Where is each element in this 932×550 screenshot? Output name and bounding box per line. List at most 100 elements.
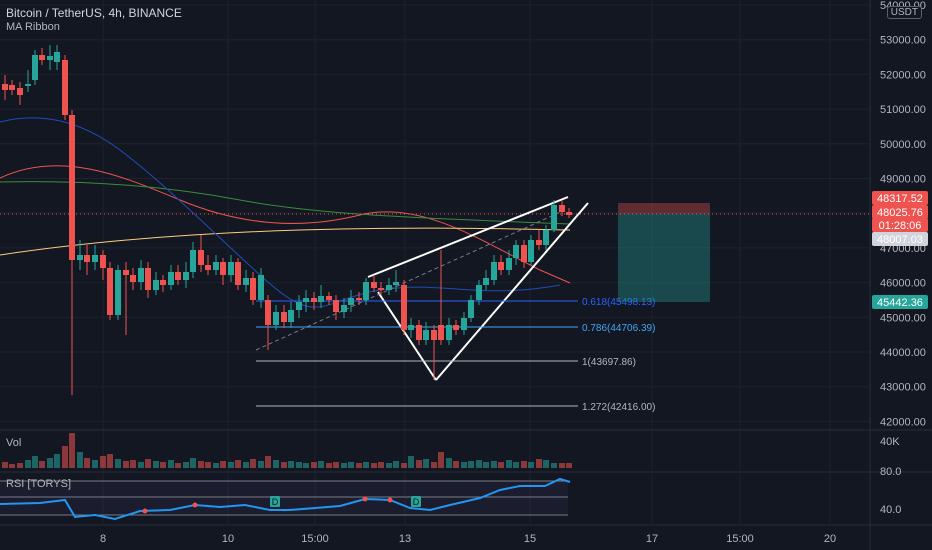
volume-bar — [446, 458, 452, 468]
volume-bar — [408, 456, 414, 468]
candle-body — [438, 325, 444, 340]
ma-line-green — [0, 181, 571, 225]
price-pane[interactable] — [0, 0, 870, 430]
price-axis[interactable]: 54000.0053000.0052000.0051000.0050000.00… — [880, 0, 926, 516]
candle-body — [198, 250, 204, 265]
volume-bar — [498, 462, 504, 468]
volume-bar — [356, 463, 362, 468]
candle-body — [138, 268, 144, 282]
price-tick-label: 44000.00 — [880, 347, 926, 359]
price-tick-label: 42000.00 — [880, 416, 926, 428]
rsi-label[interactable]: RSI [TORYS] — [6, 478, 72, 490]
candle-body — [371, 282, 377, 288]
volume-bar — [453, 461, 459, 468]
volume-bar — [341, 463, 347, 468]
candle-body — [506, 258, 512, 270]
candle-body — [228, 262, 234, 275]
volume-bar — [431, 462, 437, 468]
volume-bar — [416, 460, 422, 468]
volume-bar — [9, 464, 15, 468]
volume-bar — [235, 460, 241, 468]
candle-body — [326, 296, 332, 300]
candle-body — [25, 84, 31, 86]
symbol-title[interactable]: Bitcoin / TetherUS, 4h, BINANCE — [6, 6, 182, 20]
take-profit-zone — [618, 214, 710, 302]
price-badge-label: 48007.03 — [877, 234, 923, 246]
candle-body — [521, 245, 527, 262]
volume-bar — [47, 458, 53, 468]
price-badge-label: 48317.52 — [877, 193, 923, 205]
candle-body — [123, 270, 129, 275]
volume-bar — [123, 461, 129, 468]
drawings: 0.618(45498.13) 0.786(44706.39) 1(43697.86… — [0, 196, 870, 413]
indicator-name[interactable]: MA Ribbon — [6, 21, 60, 33]
rsi-marker — [411, 496, 421, 507]
candle-body — [2, 84, 8, 90]
candle-body — [386, 285, 392, 290]
candle-body — [100, 255, 106, 268]
candle-body — [423, 330, 429, 340]
candle-body — [498, 262, 504, 270]
candle-body — [183, 272, 189, 280]
time-tick-label: 17 — [646, 533, 658, 545]
candle-body — [9, 85, 15, 90]
time-tick-label: 15 — [524, 533, 536, 545]
volume-bar — [318, 461, 324, 468]
candle-body — [341, 305, 347, 312]
candle-body — [273, 312, 279, 325]
volume-bar — [160, 462, 166, 468]
candle-body — [348, 298, 354, 305]
volume-bar — [220, 461, 226, 468]
volume-bar — [551, 463, 557, 468]
volume-bar — [213, 463, 219, 468]
volume-bar — [77, 452, 83, 468]
volume-bar — [363, 462, 369, 468]
volume-bar — [401, 463, 407, 468]
candle-body — [476, 285, 482, 300]
candle-body — [333, 300, 339, 312]
volume-bar — [543, 460, 549, 468]
volume-bar — [2, 462, 8, 468]
candle-body — [130, 275, 136, 282]
time-tick-label: 15:00 — [301, 533, 329, 545]
volume-tick-label: 40K — [880, 436, 900, 448]
volume-bar — [288, 461, 294, 468]
candle-body — [160, 280, 166, 285]
candle-body — [318, 296, 324, 302]
volume-bar — [54, 454, 60, 468]
volume-bar — [423, 459, 429, 468]
candle-body — [356, 298, 362, 300]
stop-loss-zone — [618, 203, 710, 214]
wedge-left-line — [377, 291, 437, 381]
price-badge — [872, 205, 928, 219]
price-tick-label: 51000.00 — [880, 104, 926, 116]
ma-line-red — [0, 165, 571, 284]
time-axis[interactable]: 8 10 15:00 13 15 17 15:00 20 — [100, 533, 836, 545]
volume-bar — [258, 461, 264, 468]
volume-bar — [491, 461, 497, 468]
candle-body — [303, 298, 309, 302]
volume-label[interactable]: Vol — [6, 437, 22, 449]
candle-body — [258, 275, 264, 300]
rsi-tick-label: 40.0 — [880, 504, 901, 516]
volume-bars — [2, 433, 572, 468]
candle-body — [190, 250, 196, 272]
rsi-marker — [270, 496, 280, 507]
candle-body — [453, 325, 459, 330]
price-tick-label: 53000.00 — [880, 35, 926, 47]
rsi-divergence-dot — [192, 502, 198, 508]
candle-body — [551, 205, 557, 230]
candle-body — [483, 278, 489, 285]
candle-body — [92, 255, 98, 262]
currency-button[interactable]: USDT — [886, 6, 922, 19]
candle-body — [17, 88, 23, 95]
fib-level-label: 0.618(45498.13) — [582, 297, 655, 308]
volume-bar — [17, 463, 23, 468]
volume-bar — [107, 454, 113, 468]
volume-bar — [348, 462, 354, 468]
candle-body — [461, 318, 467, 330]
candle-body — [47, 56, 53, 60]
price-tick-label: 52000.00 — [880, 69, 926, 81]
